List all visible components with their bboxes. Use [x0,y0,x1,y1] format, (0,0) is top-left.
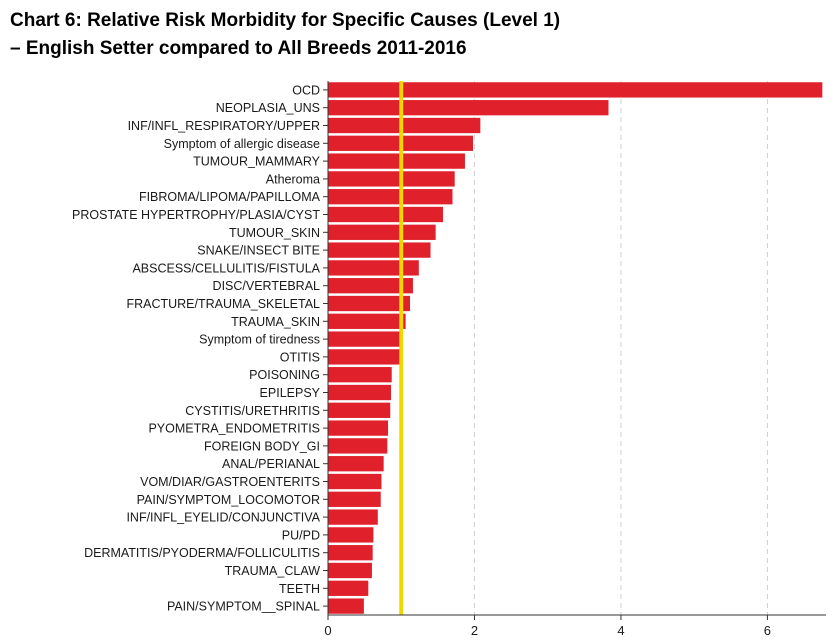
bar [328,491,381,507]
category-label: OTITIS [280,350,320,364]
category-label: DERMATITIS/PYODERMA/FOLLICULITIS [84,546,320,560]
chart-subtitle: – English Setter compared to All Breeds … [10,38,467,59]
bar [328,562,372,579]
x-tick-label: 6 [764,623,771,638]
bar [328,331,401,347]
category-label: TEETH [279,582,320,596]
category-label: Atheroma [266,172,320,186]
category-label: SNAKE/INSECT BITE [197,244,320,258]
bar [328,171,455,187]
category-label: CYSTITIS/URETHRITIS [185,404,320,418]
category-label: ANAL/PERIANAL [222,457,320,471]
bar [328,260,419,276]
bar [328,295,411,312]
category-labels: OCD NEOPLASIA_UNS INF/INFL_RESPIRATORY/UPP… [72,83,321,613]
bar [328,545,373,561]
category-label: INF/INFL_EYELID/CONJUNCTIVA [126,511,320,525]
category-label: DISC/VERTEBRAL [213,279,320,293]
bar [328,242,431,258]
bar [328,100,609,116]
category-label: Symptom of allergic disease [164,137,320,151]
bar [328,456,384,472]
bars [328,82,823,614]
bar [328,206,443,223]
bar [328,153,465,169]
category-label: POISONING [249,368,320,382]
bar [328,189,453,205]
x-tick-label: 0 [324,623,331,638]
category-label: PAIN/SYMPTOM_LOCOMOTOR [137,493,320,507]
category-label: PU/PD [282,528,320,542]
category-label: PYOMETRA_ENDOMETRITIS [148,422,320,436]
bar [328,367,392,383]
bar [328,527,374,543]
category-label: EPILEPSY [260,386,321,400]
bar [328,580,369,596]
category-label: TRAUMA_CLAW [225,564,321,578]
bar [328,438,388,454]
bar [328,384,391,401]
x-axis-ticks: 0 2 4 6 [324,615,771,638]
bar [328,82,823,98]
bar [328,313,406,329]
grid-lines [473,81,768,615]
category-label: TUMOUR_MAMMARY [193,155,321,169]
bar [328,117,481,134]
bar [328,420,389,436]
category-label: TUMOUR_SKIN [229,226,320,240]
category-label: TRAUMA_SKIN [231,315,320,329]
bar [328,224,436,240]
x-tick-label: 2 [471,623,478,638]
bar [328,598,364,614]
category-label: NEOPLASIA_UNS [216,101,320,115]
category-label: OCD [292,83,320,97]
chart-title: Chart 6: Relative Risk Morbidity for Spe… [10,10,561,31]
category-label: INF/INFL_RESPIRATORY/UPPER [128,119,320,133]
category-label: PAIN/SYMPTOM__SPINAL [167,600,320,614]
category-label: FOREIGN BODY_GI [204,439,320,453]
category-label: VOM/DIAR/GASTROENTERITS [140,475,320,489]
bar [328,278,413,294]
category-label: FIBROMA/LIPOMA/PAPILLOMA [139,190,321,204]
category-label: Symptom of tiredness [199,333,320,347]
bar [328,349,400,365]
category-label: FRACTURE/TRAUMA_SKELETAL [126,297,320,311]
bar [328,509,378,525]
category-label: ABSCESS/CELLULITIS/FISTULA [132,261,320,275]
category-label: PROSTATE HYPERTROPHY/PLASIA/CYST [72,208,320,222]
x-tick-label: 4 [617,623,624,638]
bar [328,402,391,418]
bar [328,473,382,490]
axes [323,81,826,616]
